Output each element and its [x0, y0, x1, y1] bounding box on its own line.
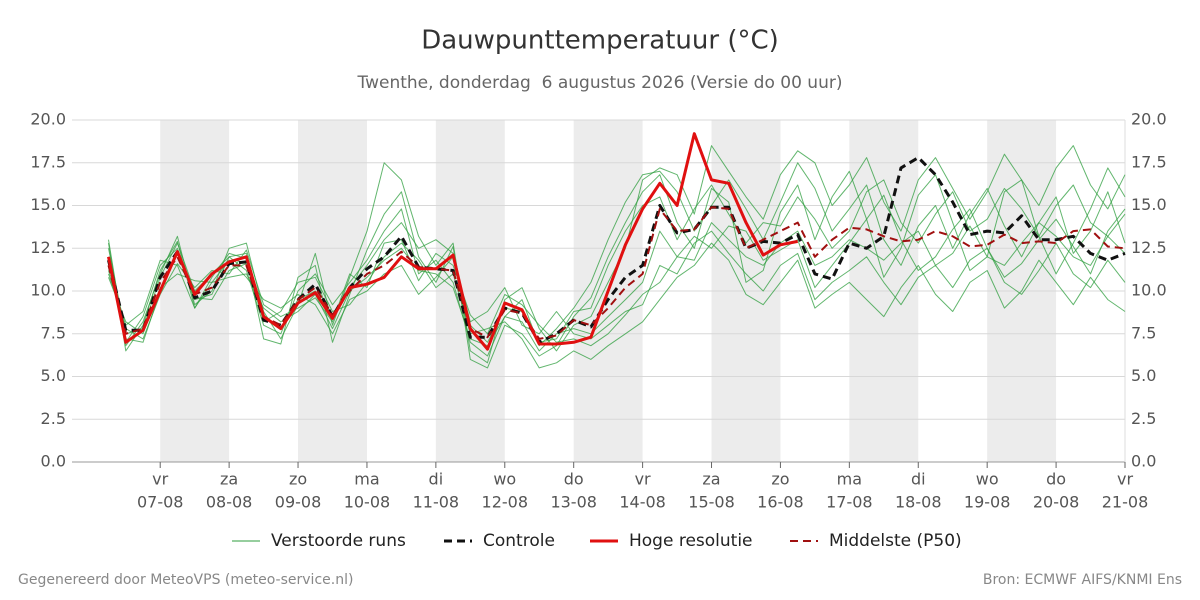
x-tick-weekday: ma: [354, 470, 379, 489]
x-tick-weekday: za: [702, 470, 720, 489]
x-tick-label: 13-08: [550, 493, 597, 512]
y2-tick-label: 10.0: [1131, 281, 1167, 300]
y2-tick-label: 15.0: [1131, 195, 1167, 214]
series-line: [107, 206, 1126, 340]
y-tick-label: 12.5: [30, 238, 66, 257]
x-tick-weekday: vr: [1117, 470, 1133, 489]
series-line: [107, 132, 798, 351]
y-tick-label: 5.0: [41, 366, 66, 385]
x-tick-weekday: do: [1046, 470, 1066, 489]
x-tick-weekday: wo: [493, 470, 516, 489]
y2-tick-label: 7.5: [1131, 323, 1156, 342]
y2-tick-label: 12.5: [1131, 238, 1167, 257]
y-tick-label: 15.0: [30, 195, 66, 214]
y-tick-label: 10.0: [30, 281, 66, 300]
x-tick-weekday: wo: [976, 470, 999, 489]
ensemble-line: [108, 162, 1126, 357]
x-tick-label: 17-08: [826, 493, 873, 512]
x-tick-weekday: zo: [771, 470, 789, 489]
x-tick-label: 15-08: [688, 493, 735, 512]
chart-title: Dauwpunttemperatuur (°C): [421, 26, 779, 56]
y-tick-label: 17.5: [30, 152, 66, 171]
x-tick-weekday: ma: [837, 470, 862, 489]
legend-label: Controle: [483, 531, 555, 551]
ensemble-line: [108, 230, 1126, 340]
y-tick-label: 0.0: [41, 452, 66, 471]
x-tick-label: 14-08: [619, 493, 666, 512]
ensemble-line: [108, 194, 1126, 347]
x-tick-label: 07-08: [137, 493, 184, 512]
x-tick-label: 10-08: [344, 493, 391, 512]
x-tick-weekday: vr: [635, 470, 651, 489]
y-tick-label: 20.0: [30, 110, 66, 129]
y2-tick-label: 20.0: [1131, 110, 1167, 129]
x-tick-weekday: vr: [152, 470, 168, 489]
footer-left: Gegenereerd door MeteoVPS (meteo-service…: [18, 572, 353, 588]
x-tick-label: 12-08: [482, 493, 529, 512]
legend-label: Middelste (P50): [829, 531, 962, 551]
x-tick-weekday: di: [429, 470, 444, 489]
y-tick-label: 2.5: [41, 409, 66, 428]
ensemble-line: [108, 167, 1126, 369]
x-tick-label: 19-08: [964, 493, 1011, 512]
x-tick-weekday: za: [220, 470, 238, 489]
legend-label: Verstoorde runs: [271, 531, 406, 551]
footer-right: Bron: ECMWF AIFS/KNMI Ens: [983, 572, 1182, 588]
x-tick-label: 11-08: [413, 493, 460, 512]
y2-tick-label: 5.0: [1131, 366, 1156, 385]
x-tick-label: 08-08: [206, 493, 253, 512]
ensemble-line: [108, 242, 1126, 369]
y2-tick-label: 17.5: [1131, 152, 1167, 171]
x-tick-weekday: zo: [289, 470, 307, 489]
x-tick-weekday: do: [564, 470, 584, 489]
y-tick-label: 7.5: [41, 323, 66, 342]
y2-tick-label: 2.5: [1131, 409, 1156, 428]
ensemble-line: [108, 222, 1126, 352]
y2-tick-label: 0.0: [1131, 452, 1156, 471]
chart-subtitle: Twenthe, donderdag 6 augustus 2026 (Vers…: [357, 73, 843, 93]
x-tick-label: 09-08: [275, 493, 322, 512]
x-tick-label: 21-08: [1102, 493, 1149, 512]
x-tick-label: 20-08: [1033, 493, 1080, 512]
x-tick-label: 16-08: [757, 493, 804, 512]
x-tick-label: 18-08: [895, 493, 942, 512]
legend-label: Hoge resolutie: [629, 531, 753, 551]
x-tick-weekday: di: [911, 470, 926, 489]
